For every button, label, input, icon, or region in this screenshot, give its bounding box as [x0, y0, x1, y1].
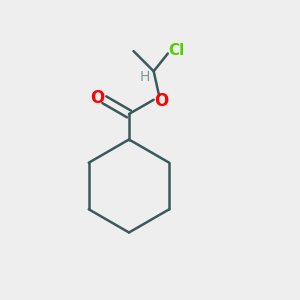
Text: H: H: [140, 70, 150, 84]
Text: O: O: [154, 92, 168, 110]
Text: Cl: Cl: [169, 43, 185, 58]
Text: O: O: [90, 89, 104, 107]
